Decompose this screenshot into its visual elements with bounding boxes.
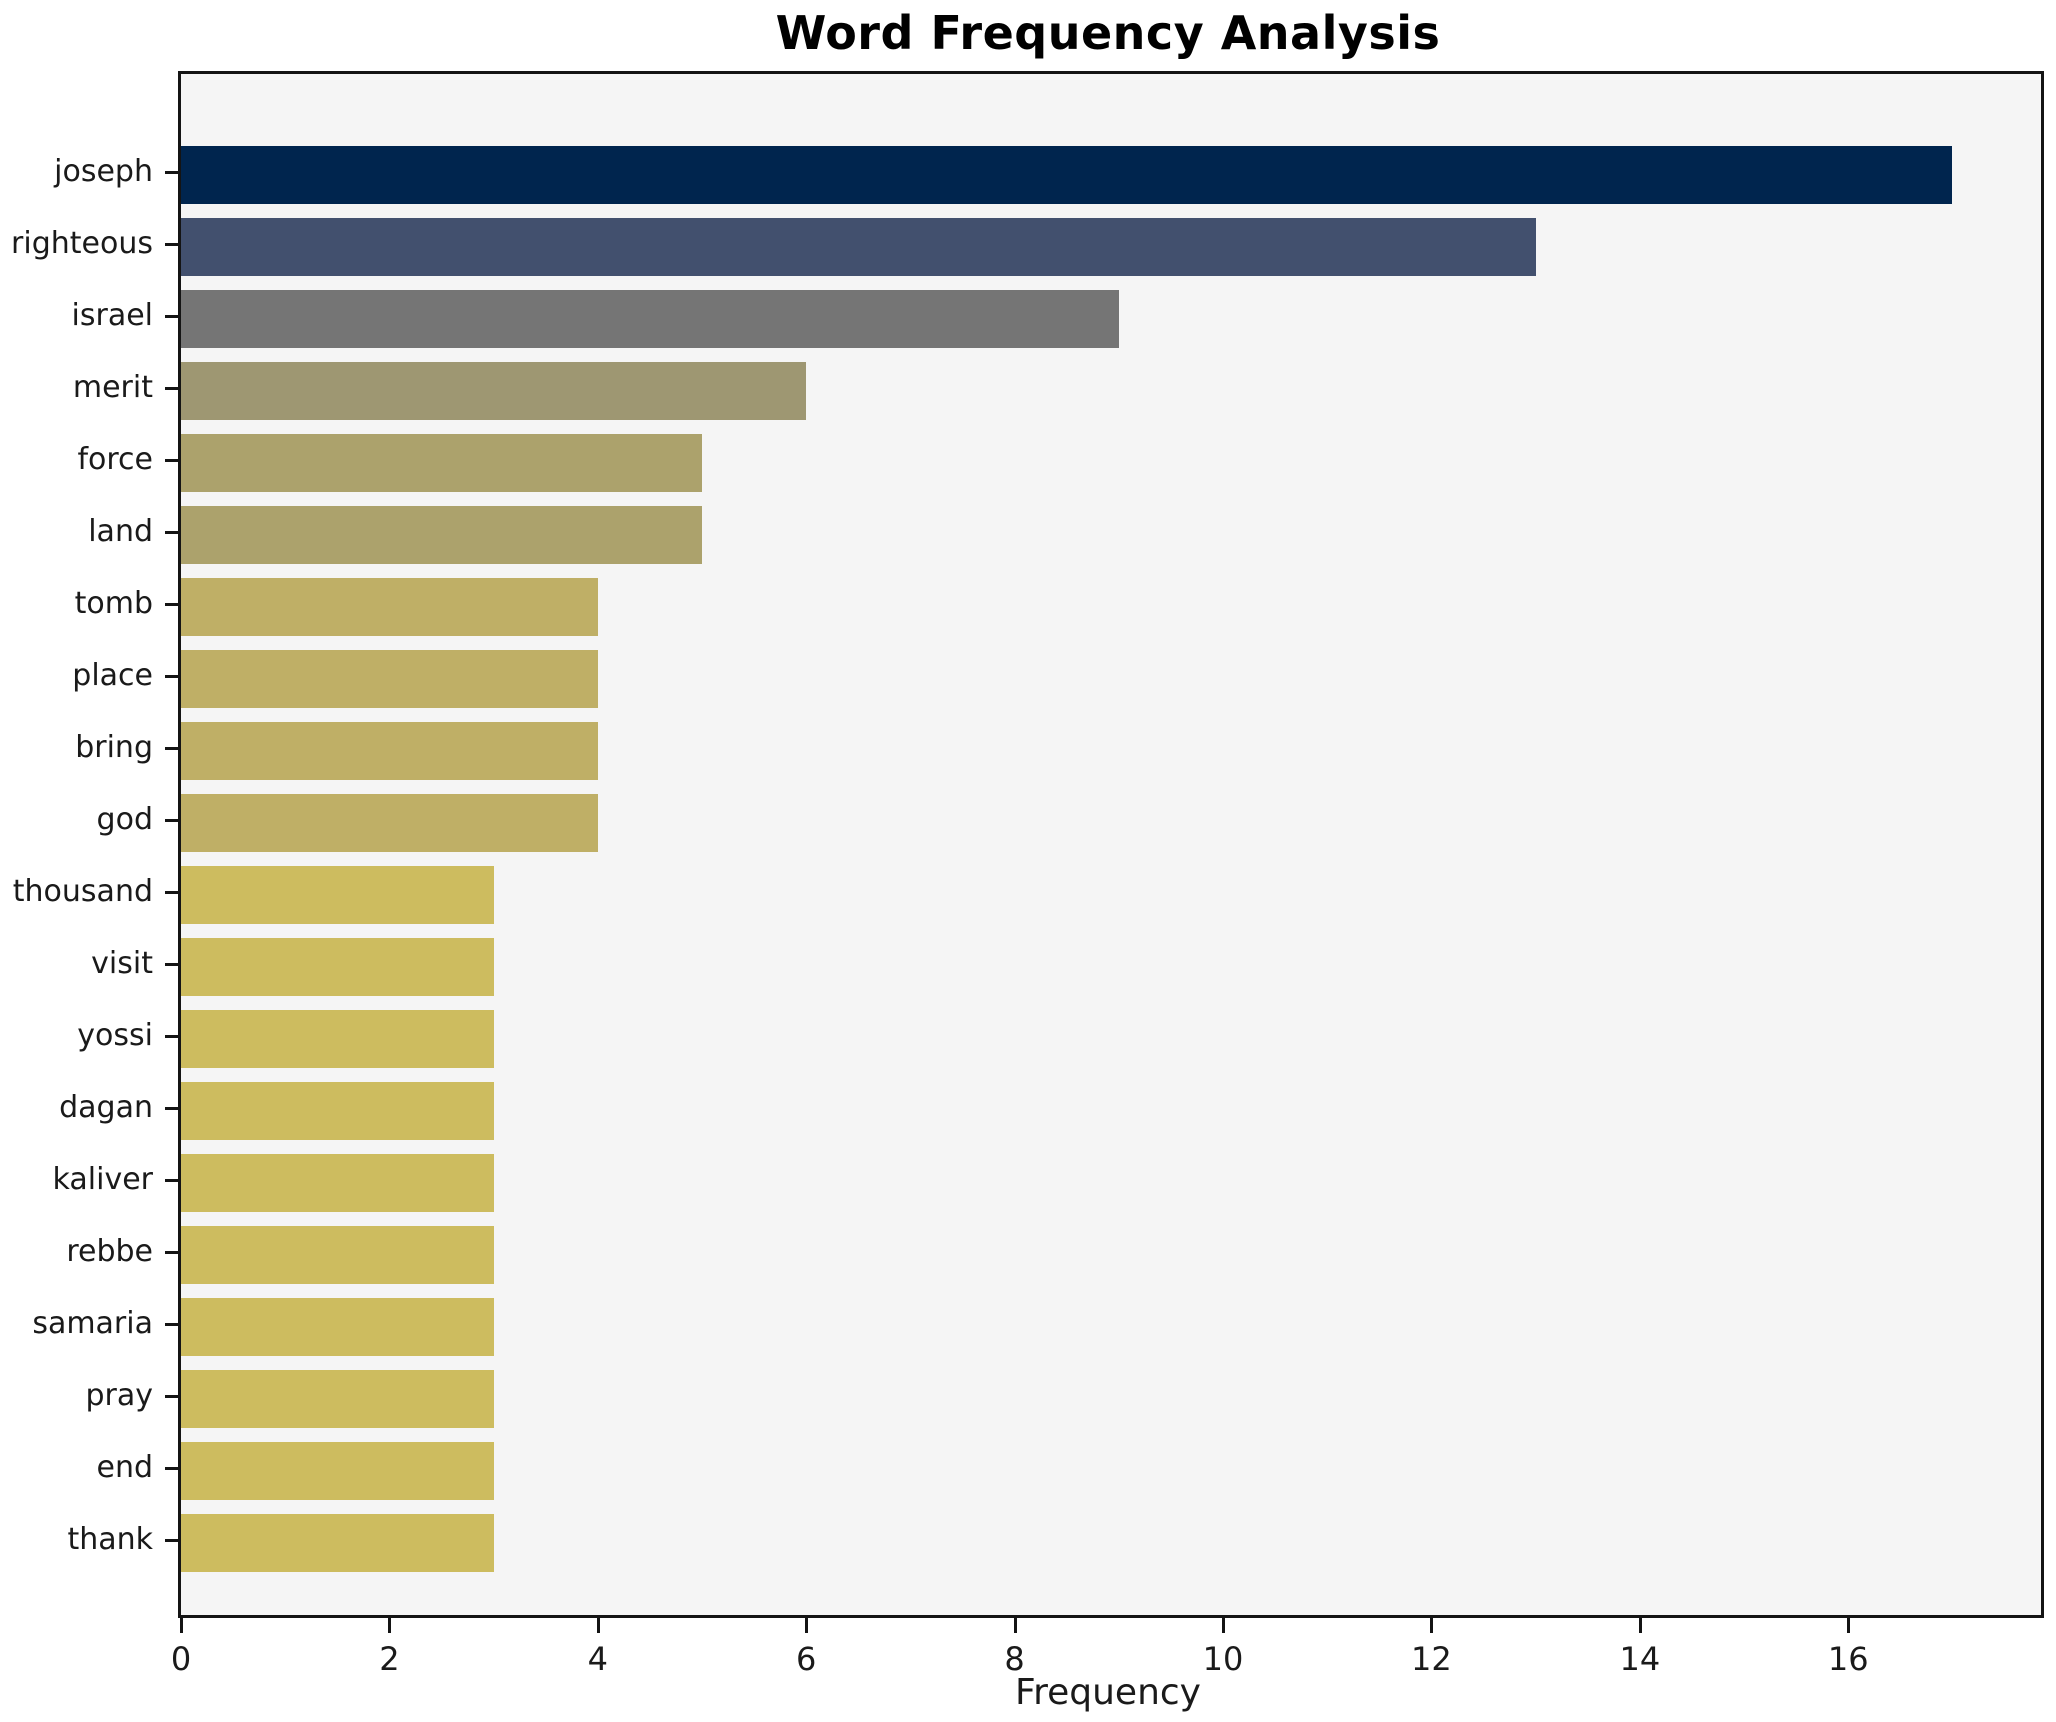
y-tick-label-righteous: righteous [11,226,153,261]
y-tick-mark [165,747,179,750]
x-tick-mark [1013,1618,1017,1633]
bar-dagan [181,1082,494,1140]
x-tick-mark [1847,1618,1851,1633]
y-tick-mark [165,171,179,174]
bar-pray [181,1370,494,1428]
y-tick-mark [165,891,179,894]
bar-merit [181,362,807,420]
y-tick-label-kaliver: kaliver [52,1162,153,1197]
bar-kaliver [181,1154,494,1212]
y-tick-mark [165,1107,179,1110]
x-tick-label-14: 14 [1619,1640,1661,1678]
bar-joseph [181,146,1953,204]
y-tick-mark [165,387,179,390]
bar-god [181,794,598,852]
x-tick-mark [1222,1618,1226,1633]
y-tick-label-bring: bring [75,730,153,765]
y-tick-label-visit: visit [91,946,153,981]
y-tick-mark [165,243,179,246]
y-tick-label-god: god [96,802,153,837]
x-tick-label-2: 2 [379,1640,400,1678]
y-tick-label-rebbe: rebbe [66,1234,153,1269]
x-tick-label-12: 12 [1411,1640,1452,1678]
y-tick-label-thousand: thousand [12,874,153,909]
x-tick-label-6: 6 [796,1640,817,1678]
x-axis-label: Frequency [1015,1672,1201,1713]
y-tick-label-samaria: samaria [32,1306,153,1341]
y-tick-mark [165,963,179,966]
y-tick-label-thank: thank [67,1522,153,1557]
x-tick-mark [180,1618,183,1633]
y-tick-mark [165,675,179,678]
x-tick-label-8: 8 [1004,1640,1025,1678]
y-tick-mark [165,531,179,534]
x-tick-mark [1638,1618,1642,1633]
y-tick-mark [165,1467,179,1470]
y-tick-label-force: force [77,442,153,477]
bar-israel [181,290,1119,348]
y-tick-mark [165,459,179,462]
bar-thank [181,1514,494,1572]
y-tick-label-end: end [96,1450,153,1485]
y-tick-label-joseph: joseph [54,154,153,189]
x-tick-mark [805,1618,809,1633]
bar-rebbe [181,1226,494,1284]
bar-visit [181,938,494,996]
bar-samaria [181,1298,494,1356]
y-tick-mark [165,819,179,822]
y-tick-mark [165,1251,179,1254]
x-tick-mark [1430,1618,1434,1633]
y-tick-label-pray: pray [85,1378,153,1413]
x-tick-label-16: 16 [1827,1640,1869,1678]
bar-force [181,434,702,492]
y-tick-mark [165,1035,179,1038]
y-tick-mark [165,1179,179,1182]
x-tick-mark [596,1618,600,1633]
x-tick-label-0: 0 [170,1640,192,1678]
y-tick-label-yossi: yossi [77,1018,153,1053]
chart-title: Word Frequency Analysis [775,6,1441,60]
y-tick-label-dagan: dagan [59,1090,153,1125]
x-tick-mark [388,1618,392,1633]
y-tick-label-land: land [88,514,153,549]
x-tick-label-4: 4 [587,1640,608,1678]
bar-bring [181,722,598,780]
y-tick-label-tomb: tomb [74,586,153,621]
y-tick-label-israel: israel [71,298,153,333]
bar-thousand [181,866,494,924]
y-tick-mark [165,1539,179,1542]
bar-righteous [181,218,1536,276]
y-tick-mark [165,1395,179,1398]
plot-area [178,71,2044,1618]
bar-place [181,650,598,708]
x-tick-label-10: 10 [1202,1640,1244,1678]
y-tick-label-merit: merit [72,370,153,405]
y-tick-mark [165,603,179,606]
bar-tomb [181,578,598,636]
bar-land [181,506,702,564]
bar-end [181,1442,494,1500]
y-tick-mark [165,315,179,318]
bar-yossi [181,1010,494,1068]
y-tick-mark [165,1323,179,1326]
y-tick-label-place: place [72,658,153,693]
